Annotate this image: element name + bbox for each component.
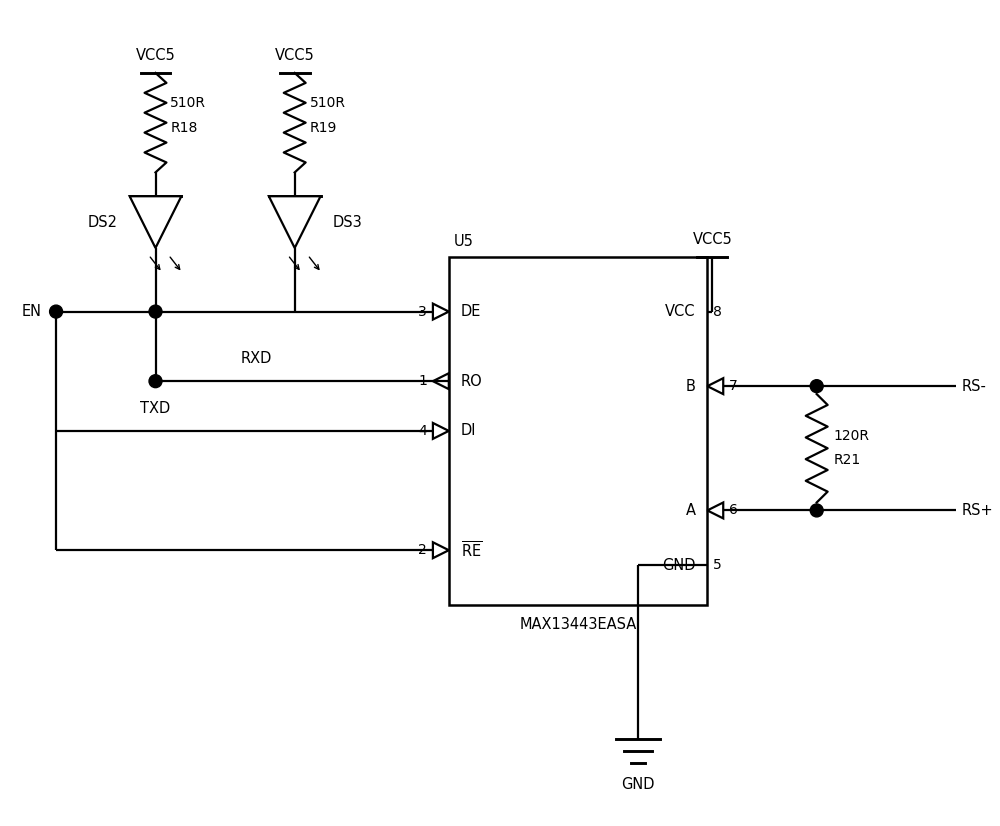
Text: RS-: RS- bbox=[962, 378, 987, 394]
Polygon shape bbox=[130, 197, 181, 248]
Text: 1: 1 bbox=[418, 374, 427, 388]
Text: 510R: 510R bbox=[170, 96, 206, 110]
Text: 7: 7 bbox=[729, 379, 738, 393]
Circle shape bbox=[149, 375, 162, 387]
Text: TXD: TXD bbox=[140, 401, 171, 416]
Circle shape bbox=[810, 504, 823, 517]
Text: VCC: VCC bbox=[665, 304, 695, 319]
Text: DE: DE bbox=[461, 304, 481, 319]
Text: GND: GND bbox=[621, 777, 654, 792]
Text: DI: DI bbox=[461, 424, 476, 439]
Text: 5: 5 bbox=[713, 558, 722, 572]
Circle shape bbox=[149, 305, 162, 318]
Text: $\overline{\rm RE}$: $\overline{\rm RE}$ bbox=[461, 540, 482, 560]
Bar bbox=[449, 257, 707, 605]
Text: GND: GND bbox=[662, 558, 695, 572]
Text: DS2: DS2 bbox=[88, 215, 118, 230]
Text: 4: 4 bbox=[418, 424, 427, 438]
Text: EN: EN bbox=[21, 304, 41, 319]
Text: RXD: RXD bbox=[240, 351, 272, 366]
Text: 120R: 120R bbox=[834, 430, 870, 444]
Text: 510R: 510R bbox=[310, 96, 346, 110]
Text: RS+: RS+ bbox=[962, 503, 993, 518]
Text: R21: R21 bbox=[834, 453, 861, 468]
Text: 3: 3 bbox=[418, 305, 427, 319]
Text: VCC5: VCC5 bbox=[136, 48, 175, 63]
Text: DS3: DS3 bbox=[332, 215, 362, 230]
Text: U5: U5 bbox=[454, 234, 474, 249]
Text: R18: R18 bbox=[170, 121, 198, 135]
Text: R19: R19 bbox=[310, 121, 337, 135]
Text: RO: RO bbox=[461, 373, 482, 389]
Polygon shape bbox=[269, 197, 321, 248]
Text: VCC5: VCC5 bbox=[275, 48, 315, 63]
Text: VCC5: VCC5 bbox=[692, 232, 732, 247]
Circle shape bbox=[810, 380, 823, 392]
Text: MAX13443EASA: MAX13443EASA bbox=[519, 617, 637, 632]
Text: B: B bbox=[686, 378, 695, 394]
Text: 2: 2 bbox=[418, 544, 427, 558]
Circle shape bbox=[50, 305, 63, 318]
Text: 6: 6 bbox=[729, 503, 738, 517]
Text: 8: 8 bbox=[713, 305, 722, 319]
Text: A: A bbox=[685, 503, 695, 518]
